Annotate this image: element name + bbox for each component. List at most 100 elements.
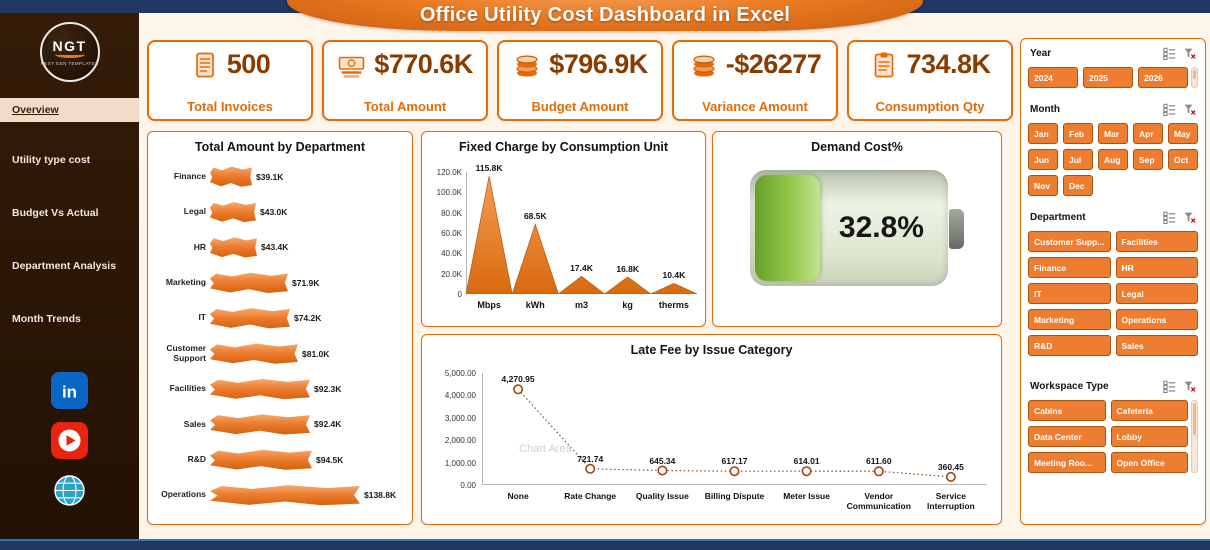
filter-option-jun[interactable]: Jun	[1028, 149, 1058, 170]
kpi-label: Variance Amount	[702, 99, 808, 114]
filter-option-marketing[interactable]: Marketing	[1028, 309, 1111, 330]
filter-option-2026[interactable]: 2026	[1138, 67, 1188, 88]
sidebar-item-utility-type-cost[interactable]: Utility type cost	[12, 154, 91, 166]
clear-filter-icon[interactable]	[1183, 47, 1196, 60]
x-axis-label: kg	[622, 300, 633, 310]
filter-option-sales[interactable]: Sales	[1115, 335, 1198, 356]
filter-option-lobby[interactable]: Lobby	[1110, 426, 1188, 447]
dept-value-label: $43.0K	[260, 207, 288, 218]
logo: NGT NEXT GEN TEMPLATES	[0, 13, 139, 86]
filter-option-legal[interactable]: Legal	[1115, 283, 1198, 304]
filter-option-cafeteria[interactable]: Cafeteria	[1110, 400, 1188, 421]
bottom-bar	[0, 539, 1210, 550]
late-fee-chart-title: Late Fee by Issue Category	[630, 343, 793, 357]
dept-bar	[210, 272, 288, 293]
filter-option-apr[interactable]: Apr	[1133, 123, 1163, 144]
dept-bar-row: R&D $94.5K	[152, 442, 406, 477]
multiselect-icon[interactable]	[1163, 211, 1176, 224]
linkedin-icon[interactable]: in	[51, 372, 88, 409]
slicer-scrollbar[interactable]	[1191, 67, 1198, 88]
clear-filter-icon[interactable]	[1183, 103, 1196, 116]
dept-category-label: Operations	[161, 489, 206, 500]
filter-option-feb[interactable]: Feb	[1063, 123, 1093, 144]
sidebar-item-overview[interactable]: Overview	[0, 98, 139, 122]
sidebar-item-budget-vs-actual[interactable]: Budget Vs Actual	[12, 207, 99, 219]
invoice-icon	[190, 50, 220, 80]
multiselect-icon[interactable]	[1163, 47, 1176, 60]
multiselect-icon[interactable]	[1163, 380, 1176, 393]
filter-option-meeting-roo[interactable]: Meeting Roo...	[1028, 452, 1106, 473]
data-label: 16.8K	[616, 263, 640, 274]
dept-bar	[210, 343, 298, 364]
late-fee-panel: Late Fee by Issue Category 0.00 1,000.00 2…	[421, 334, 1002, 525]
dept-chart-title: Total Amount by Department	[194, 140, 366, 154]
coins-icon	[512, 50, 542, 80]
filter-option-2025[interactable]: 2025	[1083, 67, 1133, 88]
data-label: 614.01	[793, 456, 820, 467]
late-fee-chart: 0.00 1,000.00 2,000.00 3,000.00 4,000.00 5,00…	[422, 335, 1001, 524]
axis-lines	[482, 373, 987, 485]
slicer-scrollbar[interactable]	[1191, 400, 1198, 473]
y-axis-tick: 4,000.00	[444, 391, 476, 401]
filter-option-data-center[interactable]: Data Center	[1028, 426, 1106, 447]
x-axis-label: Mbps	[477, 300, 501, 310]
data-label: 721.74	[577, 453, 604, 464]
filter-option-customer-supp[interactable]: Customer Supp...	[1028, 231, 1111, 252]
filter-option-mar[interactable]: Mar	[1098, 123, 1128, 144]
filter-option-cabins[interactable]: Cabins	[1028, 400, 1106, 421]
y-axis-tick: 0.00	[460, 481, 476, 490]
youtube-icon[interactable]	[51, 422, 88, 459]
clear-filter-icon[interactable]	[1183, 380, 1196, 393]
filter-option-finance[interactable]: Finance	[1028, 257, 1111, 278]
dept-value-label: $94.5K	[316, 454, 344, 465]
filter-option-jan[interactable]: Jan	[1028, 123, 1058, 144]
filter-option-open-office[interactable]: Open Office	[1110, 452, 1188, 473]
filter-option-sep[interactable]: Sep	[1133, 149, 1163, 170]
page-title: Office Utility Cost Dashboard in Excel	[419, 4, 791, 26]
x-axis-label: Quality Issue	[635, 491, 689, 501]
website-icon[interactable]	[51, 472, 88, 509]
y-axis-tick: 120.0K	[436, 168, 462, 177]
dept-bar	[210, 485, 360, 506]
filter-option-2024[interactable]: 2024	[1028, 67, 1078, 88]
data-label: 17.4K	[570, 263, 593, 274]
clear-filter-icon[interactable]	[1183, 211, 1196, 224]
sidebar-item-month-trends[interactable]: Month Trends	[12, 313, 81, 325]
filter-title: Year	[1030, 48, 1052, 59]
dept-bar	[210, 166, 252, 187]
data-label: 645.34	[649, 455, 676, 466]
filter-option-aug[interactable]: Aug	[1098, 149, 1128, 170]
filter-option-jul[interactable]: Jul	[1063, 149, 1093, 170]
x-axis-label: Meter Issue	[783, 491, 830, 501]
filter-option-it[interactable]: IT	[1028, 283, 1111, 304]
sidebar: NGT NEXT GEN TEMPLATES Overview Utility t…	[0, 13, 139, 539]
data-label: 617.17	[721, 456, 748, 467]
dept-category-label: Legal	[183, 206, 206, 217]
filter-option-facilities[interactable]: Facilities	[1115, 231, 1198, 252]
x-axis-label: Service Interruption	[927, 491, 975, 511]
fixed-chart-title: Fixed Charge by Consumption Unit	[458, 140, 669, 154]
kpi-card-budget-amount: $796.9K Budget Amount	[497, 40, 663, 121]
multiselect-icon[interactable]	[1163, 103, 1176, 116]
dept-bar	[210, 237, 257, 258]
spike-area-series	[466, 176, 697, 294]
dept-category-label: Facilities	[169, 383, 206, 394]
dept-bar	[210, 201, 256, 223]
dept-bar-row: HR $43.4K	[152, 230, 406, 265]
battery-fill	[755, 175, 820, 281]
filter-option-r-d[interactable]: R&D	[1028, 335, 1111, 356]
dept-bar-row: Finance $39.1K	[152, 159, 406, 194]
sidebar-item-department-analysis[interactable]: Department Analysis	[12, 260, 117, 272]
kpi-label: Total Invoices	[187, 99, 273, 114]
filter-option-nov[interactable]: Nov	[1028, 175, 1058, 196]
filter-option-operations[interactable]: Operations	[1115, 309, 1198, 330]
data-label: 10.4K	[662, 270, 686, 281]
kpi-card-variance-amount: -$26277 Variance Amount	[672, 40, 838, 121]
data-label: 360.45	[937, 461, 964, 472]
x-axis-label: kWh	[525, 300, 545, 310]
filter-option-may[interactable]: May	[1168, 123, 1198, 144]
filter-option-dec[interactable]: Dec	[1063, 175, 1093, 196]
filter-option-hr[interactable]: HR	[1115, 257, 1198, 278]
filter-option-oct[interactable]: Oct	[1168, 149, 1198, 170]
dept-category-label: Customer Support	[166, 342, 206, 363]
